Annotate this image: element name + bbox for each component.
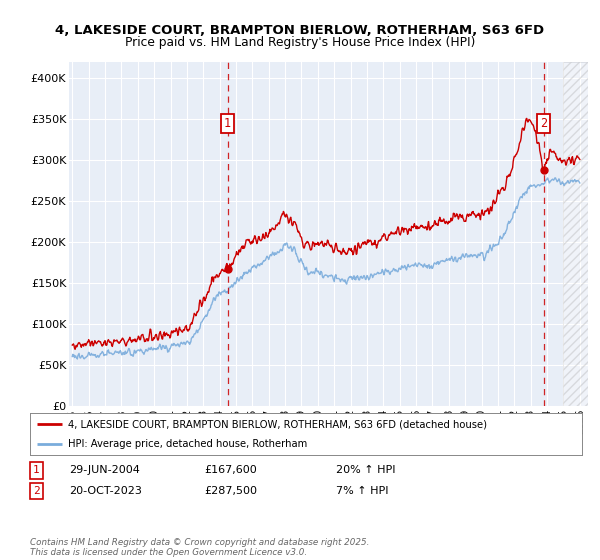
Text: 4, LAKESIDE COURT, BRAMPTON BIERLOW, ROTHERHAM, S63 6FD: 4, LAKESIDE COURT, BRAMPTON BIERLOW, ROT… (55, 24, 545, 36)
Text: 1: 1 (33, 465, 40, 475)
Text: 7% ↑ HPI: 7% ↑ HPI (336, 486, 389, 496)
Text: Contains HM Land Registry data © Crown copyright and database right 2025.
This d: Contains HM Land Registry data © Crown c… (30, 538, 370, 557)
Text: 1: 1 (224, 116, 231, 129)
Bar (563, 62, 588, 406)
Text: 20-OCT-2023: 20-OCT-2023 (69, 486, 142, 496)
Text: Price paid vs. HM Land Registry's House Price Index (HPI): Price paid vs. HM Land Registry's House … (125, 36, 475, 49)
Text: 29-JUN-2004: 29-JUN-2004 (69, 465, 140, 475)
Text: £287,500: £287,500 (204, 486, 257, 496)
Text: 2: 2 (33, 486, 40, 496)
Text: HPI: Average price, detached house, Rotherham: HPI: Average price, detached house, Roth… (68, 439, 307, 449)
Text: 4, LAKESIDE COURT, BRAMPTON BIERLOW, ROTHERHAM, S63 6FD (detached house): 4, LAKESIDE COURT, BRAMPTON BIERLOW, ROT… (68, 419, 487, 429)
Text: £167,600: £167,600 (204, 465, 257, 475)
Text: 20% ↑ HPI: 20% ↑ HPI (336, 465, 395, 475)
Text: 2: 2 (540, 116, 547, 129)
